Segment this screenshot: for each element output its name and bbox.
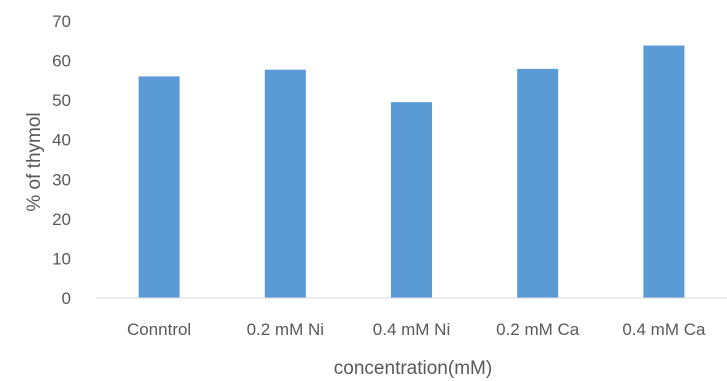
y-tick-label: 30 xyxy=(52,170,71,189)
bar xyxy=(517,68,559,298)
x-axis-ticks: Conntrol 0.2 mM Ni 0.4 mM Ni 0.2 mM Ca 0.4 m… xyxy=(127,320,706,339)
y-tick-label: 70 xyxy=(52,12,71,31)
y-tick-label: 0 xyxy=(62,289,71,308)
y-axis-title: % of thymol xyxy=(24,112,45,211)
x-tick-label: Conntrol xyxy=(127,320,191,339)
y-tick-label: 40 xyxy=(52,131,71,150)
x-tick-label: 0.2 mM Ni xyxy=(247,320,324,339)
x-tick-label: 0.4 mM Ca xyxy=(622,320,706,339)
y-tick-label: 50 xyxy=(52,91,71,110)
y-axis-ticks: 0 10 20 30 40 50 60 70 xyxy=(52,12,71,308)
bar xyxy=(643,45,685,298)
x-axis-title: concentration(mM) xyxy=(334,358,492,379)
bar xyxy=(264,69,306,299)
y-tick-label: 10 xyxy=(52,249,71,268)
x-tick-label: 0.2 mM Ca xyxy=(496,320,580,339)
y-tick-label: 20 xyxy=(52,210,71,229)
bar xyxy=(391,102,432,298)
y-tick-label: 60 xyxy=(52,52,71,71)
x-tick-label: 0.4 mM Ni xyxy=(373,320,450,339)
bar xyxy=(138,76,180,299)
bars xyxy=(138,45,685,299)
